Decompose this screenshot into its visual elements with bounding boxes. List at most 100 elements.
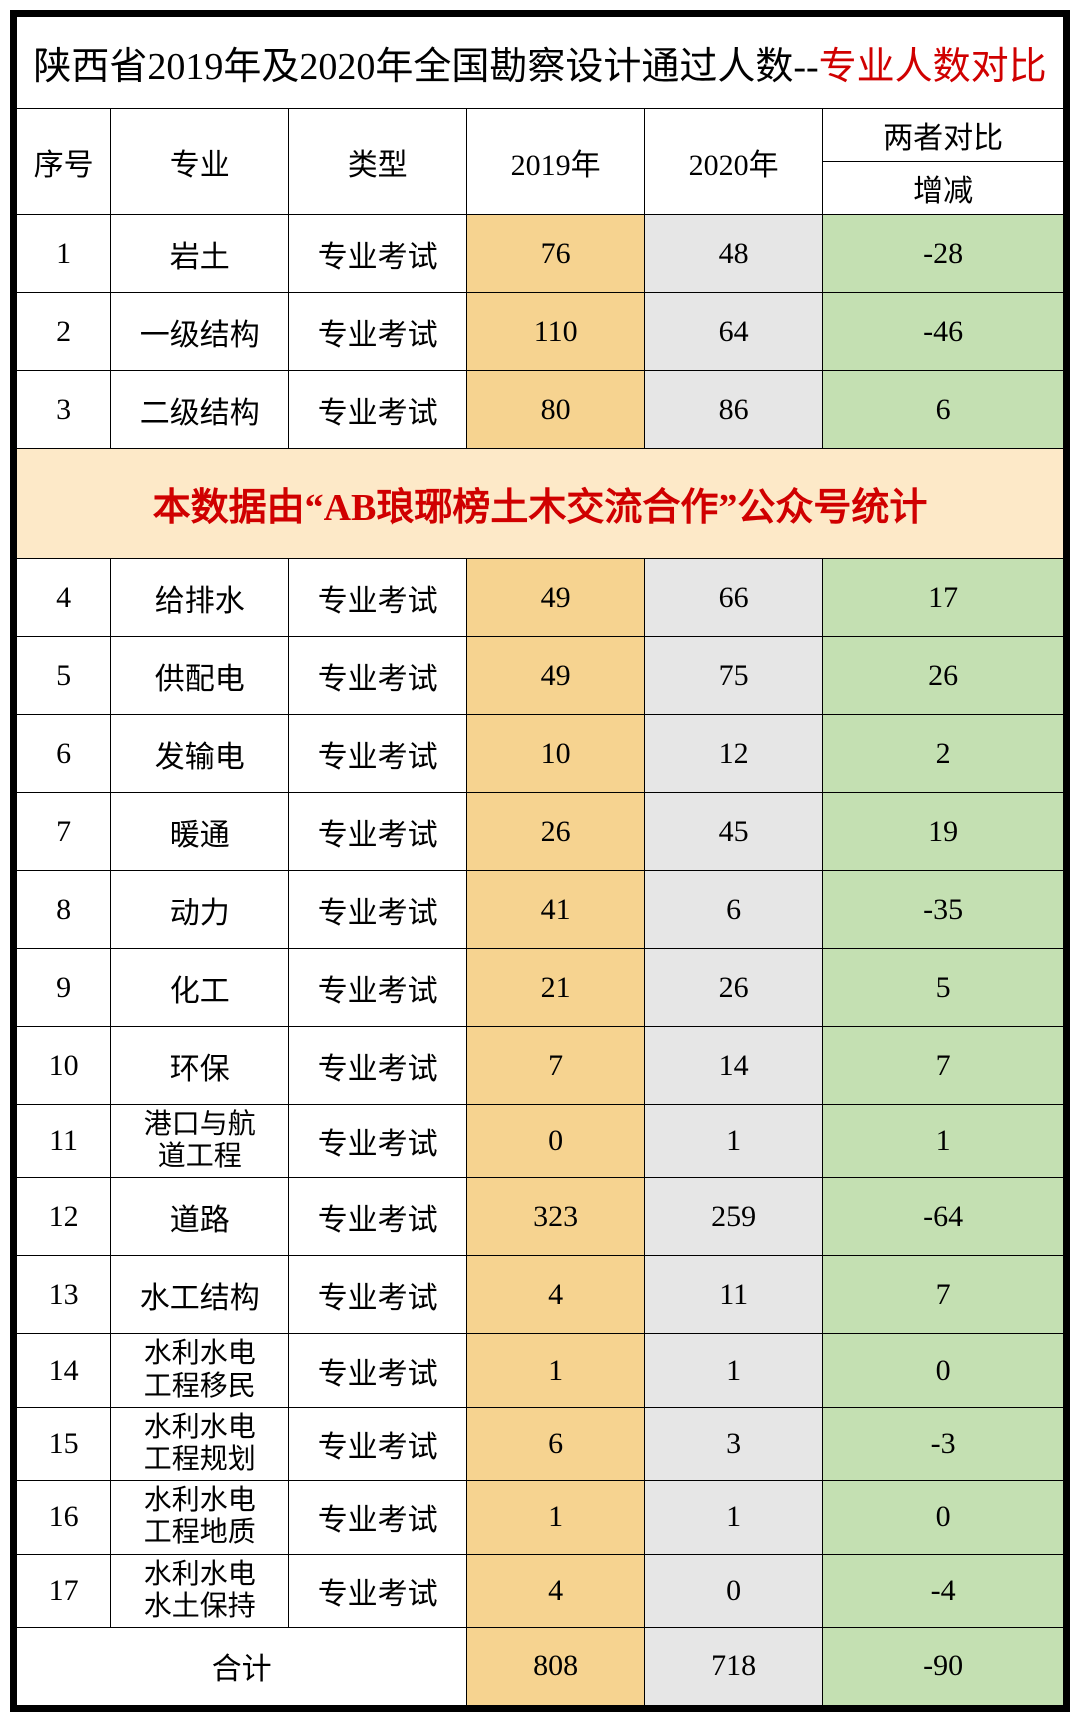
cell-seq: 5 bbox=[17, 637, 111, 715]
title-cell: 陕西省2019年及2020年全国勘察设计通过人数--专业人数对比 bbox=[17, 17, 1064, 109]
table-row: 16水利水电工程地质专业考试110 bbox=[17, 1481, 1064, 1554]
cell-2019: 1 bbox=[467, 1481, 645, 1554]
cell-seq: 17 bbox=[17, 1554, 111, 1627]
table-row: 9化工专业考试21265 bbox=[17, 949, 1064, 1027]
cell-2020: 12 bbox=[645, 715, 823, 793]
cell-seq: 14 bbox=[17, 1334, 111, 1407]
cell-type: 专业考试 bbox=[289, 637, 467, 715]
cell-2019: 10 bbox=[467, 715, 645, 793]
cell-diff: 26 bbox=[823, 637, 1064, 715]
table-row: 6发输电专业考试10122 bbox=[17, 715, 1064, 793]
cell-major: 水利水电工程移民 bbox=[111, 1334, 289, 1407]
cell-seq: 7 bbox=[17, 793, 111, 871]
cell-2019: 49 bbox=[467, 637, 645, 715]
table-row: 7暖通专业考试264519 bbox=[17, 793, 1064, 871]
cell-2019: 110 bbox=[467, 293, 645, 371]
cell-major: 水工结构 bbox=[111, 1256, 289, 1334]
cell-type: 专业考试 bbox=[289, 715, 467, 793]
cell-seq: 10 bbox=[17, 1027, 111, 1105]
table-row: 17水利水电水土保持专业考试40-4 bbox=[17, 1554, 1064, 1627]
cell-type: 专业考试 bbox=[289, 1407, 467, 1480]
cell-major: 动力 bbox=[111, 871, 289, 949]
cell-type: 专业考试 bbox=[289, 1027, 467, 1105]
cell-diff: 17 bbox=[823, 559, 1064, 637]
table-row: 4给排水专业考试496617 bbox=[17, 559, 1064, 637]
cell-diff: -46 bbox=[823, 293, 1064, 371]
table-row: 3二级结构专业考试80866 bbox=[17, 371, 1064, 449]
cell-type: 专业考试 bbox=[289, 1334, 467, 1407]
cell-diff: 2 bbox=[823, 715, 1064, 793]
cell-2020: 45 bbox=[645, 793, 823, 871]
cell-major: 道路 bbox=[111, 1178, 289, 1256]
cell-diff: 0 bbox=[823, 1334, 1064, 1407]
cell-seq: 2 bbox=[17, 293, 111, 371]
cell-type: 专业考试 bbox=[289, 949, 467, 1027]
cell-major: 环保 bbox=[111, 1027, 289, 1105]
cell-major: 发输电 bbox=[111, 715, 289, 793]
cell-diff: -4 bbox=[823, 1554, 1064, 1627]
header-row-1: 序号 专业 类型 2019年 2020年 两者对比 bbox=[17, 109, 1064, 162]
cell-2019: 21 bbox=[467, 949, 645, 1027]
cell-diff: 5 bbox=[823, 949, 1064, 1027]
cell-diff: -3 bbox=[823, 1407, 1064, 1480]
cell-2020: 26 bbox=[645, 949, 823, 1027]
cell-seq: 8 bbox=[17, 871, 111, 949]
table-row: 8动力专业考试416-35 bbox=[17, 871, 1064, 949]
total-row: 合计 808 718 -90 bbox=[17, 1627, 1064, 1705]
cell-type: 专业考试 bbox=[289, 793, 467, 871]
cell-2019: 1 bbox=[467, 1334, 645, 1407]
banner-row: 本数据由“AB琅琊榜土木交流合作”公众号统计 bbox=[17, 449, 1064, 559]
cell-major: 二级结构 bbox=[111, 371, 289, 449]
table-row: 10环保专业考试7147 bbox=[17, 1027, 1064, 1105]
cell-type: 专业考试 bbox=[289, 871, 467, 949]
title-row: 陕西省2019年及2020年全国勘察设计通过人数--专业人数对比 bbox=[17, 17, 1064, 109]
cell-2019: 80 bbox=[467, 371, 645, 449]
total-label: 合计 bbox=[17, 1627, 467, 1705]
rows-group-a: 1岩土专业考试7648-282一级结构专业考试11064-463二级结构专业考试… bbox=[17, 215, 1064, 449]
cell-type: 专业考试 bbox=[289, 1178, 467, 1256]
cell-2020: 1 bbox=[645, 1105, 823, 1178]
cell-seq: 16 bbox=[17, 1481, 111, 1554]
cell-major: 供配电 bbox=[111, 637, 289, 715]
title-prefix: 陕西省2019年及2020年全国勘察设计通过人数-- bbox=[33, 46, 818, 88]
cell-2020: 1 bbox=[645, 1334, 823, 1407]
cell-2020: 259 bbox=[645, 1178, 823, 1256]
rows-group-b: 4给排水专业考试4966175供配电专业考试4975266发输电专业考试1012… bbox=[17, 559, 1064, 1628]
table-row: 13水工结构专业考试4117 bbox=[17, 1256, 1064, 1334]
cell-2020: 66 bbox=[645, 559, 823, 637]
table-row: 5供配电专业考试497526 bbox=[17, 637, 1064, 715]
cell-2019: 4 bbox=[467, 1554, 645, 1627]
total-diff: -90 bbox=[823, 1627, 1064, 1705]
title-suffix: 专业人数对比 bbox=[819, 46, 1047, 88]
cell-seq: 6 bbox=[17, 715, 111, 793]
hdr-type: 类型 bbox=[289, 109, 467, 215]
table-row: 2一级结构专业考试11064-46 bbox=[17, 293, 1064, 371]
cell-seq: 15 bbox=[17, 1407, 111, 1480]
cell-major: 一级结构 bbox=[111, 293, 289, 371]
cell-2020: 0 bbox=[645, 1554, 823, 1627]
cell-2020: 14 bbox=[645, 1027, 823, 1105]
hdr-2019: 2019年 bbox=[467, 109, 645, 215]
hdr-major: 专业 bbox=[111, 109, 289, 215]
cell-diff: 0 bbox=[823, 1481, 1064, 1554]
cell-2020: 48 bbox=[645, 215, 823, 293]
table-row: 15水利水电工程规划专业考试63-3 bbox=[17, 1407, 1064, 1480]
cell-type: 专业考试 bbox=[289, 371, 467, 449]
cell-seq: 4 bbox=[17, 559, 111, 637]
hdr-delta: 增减 bbox=[823, 162, 1064, 215]
cell-2020: 6 bbox=[645, 871, 823, 949]
cell-diff: 6 bbox=[823, 371, 1064, 449]
table-container: 陕西省2019年及2020年全国勘察设计通过人数--专业人数对比 序号 专业 类… bbox=[10, 10, 1070, 1712]
cell-type: 专业考试 bbox=[289, 293, 467, 371]
cell-type: 专业考试 bbox=[289, 1481, 467, 1554]
cell-2020: 1 bbox=[645, 1481, 823, 1554]
cell-seq: 3 bbox=[17, 371, 111, 449]
cell-major: 给排水 bbox=[111, 559, 289, 637]
table-row: 14水利水电工程移民专业考试110 bbox=[17, 1334, 1064, 1407]
cell-seq: 1 bbox=[17, 215, 111, 293]
total-2019: 808 bbox=[467, 1627, 645, 1705]
cell-major: 水利水电水土保持 bbox=[111, 1554, 289, 1627]
hdr-compare: 两者对比 bbox=[823, 109, 1064, 162]
cell-diff: -64 bbox=[823, 1178, 1064, 1256]
cell-2019: 4 bbox=[467, 1256, 645, 1334]
